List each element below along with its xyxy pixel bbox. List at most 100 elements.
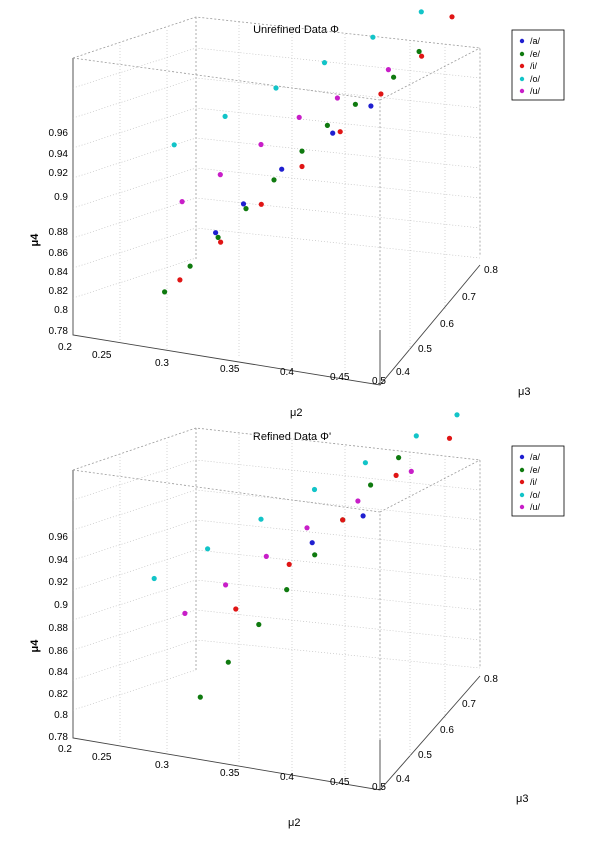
- y-tick-label: 0.8: [484, 265, 498, 276]
- point-i-3: [393, 472, 399, 478]
- z-tick-label: 0.9: [54, 600, 68, 611]
- legend-marker: [519, 76, 525, 82]
- y-tick-label: 0.7: [462, 699, 476, 710]
- point-i-0: [177, 277, 183, 283]
- x-axis-label: μ2: [290, 407, 302, 419]
- point-e-0: [162, 289, 168, 295]
- z-axis-label: μ4: [29, 639, 41, 653]
- x-tick-label: 0.5: [372, 376, 386, 387]
- legend-label: /u/: [530, 502, 541, 512]
- x-tick-label: 0.2: [58, 342, 72, 353]
- legend: /a/ /e/ /i/ /o/ /u/: [511, 445, 565, 517]
- scatter-points: [162, 9, 455, 295]
- legend-item-e: /e/: [519, 465, 541, 475]
- point-u-4: [355, 498, 361, 504]
- point-i-5: [378, 91, 384, 97]
- x-tick-label: 0.25: [92, 752, 112, 763]
- point-o-6: [454, 412, 460, 418]
- point-e-9: [416, 48, 422, 55]
- z-tick-label: 0.8: [54, 710, 68, 721]
- legend-marker: [519, 38, 525, 44]
- point-e-3: [243, 206, 249, 212]
- point-e-2: [215, 234, 221, 240]
- point-i-4: [337, 129, 343, 135]
- legend: /a/ /e/ /i/ /o/ /u/: [511, 29, 565, 101]
- z-tick-label: 0.78: [49, 732, 69, 743]
- point-e-6: [324, 122, 330, 128]
- axes-box: [72, 427, 481, 791]
- z-tick-label: 0.86: [49, 646, 69, 657]
- point-i-7: [449, 14, 455, 20]
- point-u-2: [258, 141, 264, 148]
- grid: [72, 434, 481, 782]
- x-tick-label: 0.35: [220, 768, 240, 779]
- plot-title: Unrefined Data Φ: [253, 24, 339, 36]
- legend-item-o: /o/: [519, 74, 541, 84]
- y-tick-label: 0.5: [418, 344, 432, 355]
- point-u-0: [179, 199, 185, 205]
- point-o-5: [413, 433, 419, 439]
- y-axis-label: μ3: [518, 386, 530, 398]
- legend-label: /a/: [530, 36, 541, 46]
- y-tick-label: 0.6: [440, 319, 454, 330]
- grid: [72, 22, 481, 372]
- point-i-2: [258, 201, 264, 207]
- legend-marker: [519, 504, 525, 510]
- legend-label: /u/: [530, 86, 541, 96]
- z-tick-label: 0.84: [49, 267, 69, 278]
- legend-marker: [519, 479, 525, 485]
- legend-label: /e/: [530, 465, 541, 475]
- z-tick-label: 0.88: [49, 227, 69, 238]
- point-o-4: [370, 34, 376, 40]
- x-tick-label: 0.25: [92, 350, 112, 361]
- point-i-1: [286, 561, 292, 568]
- point-i-1: [218, 239, 224, 245]
- point-u-0: [182, 610, 188, 617]
- scatter-points: [151, 412, 460, 700]
- point-i-4: [446, 435, 453, 441]
- legend-item-a: /a/: [519, 452, 541, 462]
- x-tick-labels: 0.2 0.25 0.3 0.35 0.4 0.45 0.5: [58, 342, 386, 387]
- z-tick-label: 0.8: [54, 305, 68, 316]
- y-tick-label: 0.6: [440, 725, 454, 736]
- z-tick-label: 0.96: [49, 532, 69, 543]
- x-tick-label: 0.35: [220, 364, 240, 375]
- legend-marker: [519, 467, 525, 473]
- legend-label: /i/: [530, 477, 538, 487]
- point-u-1: [217, 172, 223, 178]
- point-a-0: [213, 230, 219, 236]
- plot-unrefined: Unrefined Data Φ: [29, 9, 565, 419]
- z-tick-label: 0.84: [49, 667, 69, 678]
- point-e-5: [299, 148, 305, 154]
- point-e-0: [197, 694, 203, 700]
- x-tick-label: 0.45: [330, 372, 350, 383]
- legend-marker: [519, 492, 525, 498]
- point-o-1: [222, 113, 228, 119]
- point-u-3: [296, 114, 302, 120]
- point-o-5: [418, 9, 424, 15]
- point-e-4: [312, 552, 318, 558]
- point-o-1: [205, 546, 211, 552]
- z-tick-label: 0.92: [49, 168, 69, 179]
- y-tick-label: 0.5: [418, 750, 432, 761]
- point-a-1: [240, 201, 247, 207]
- y-axis-label: μ3: [516, 793, 528, 805]
- point-o-4: [362, 460, 368, 466]
- legend-marker: [519, 454, 525, 460]
- point-u-1: [223, 582, 229, 588]
- z-tick-label: 0.88: [49, 623, 69, 634]
- x-axis-label: μ2: [288, 817, 300, 829]
- plot-title: Refined Data Φ': [253, 431, 331, 443]
- point-u-2: [263, 553, 269, 560]
- z-tick-label: 0.82: [49, 689, 69, 700]
- legend-item-a: /a/: [519, 36, 541, 46]
- z-tick-labels: 0.78 0.8 0.82 0.84 0.86 0.88 0.9 0.92 0.…: [49, 128, 69, 337]
- point-e-1: [187, 263, 193, 269]
- point-a-2: [279, 166, 285, 172]
- point-e-8: [391, 74, 397, 80]
- y-tick-label: 0.8: [484, 674, 498, 685]
- y-tick-labels: 0.4 0.5 0.6 0.7 0.8: [396, 674, 498, 785]
- legend-item-i: /i/: [519, 61, 538, 71]
- z-tick-labels: 0.78 0.8 0.82 0.84 0.86 0.88 0.9 0.92 0.…: [49, 532, 69, 743]
- z-tick-label: 0.92: [49, 577, 69, 588]
